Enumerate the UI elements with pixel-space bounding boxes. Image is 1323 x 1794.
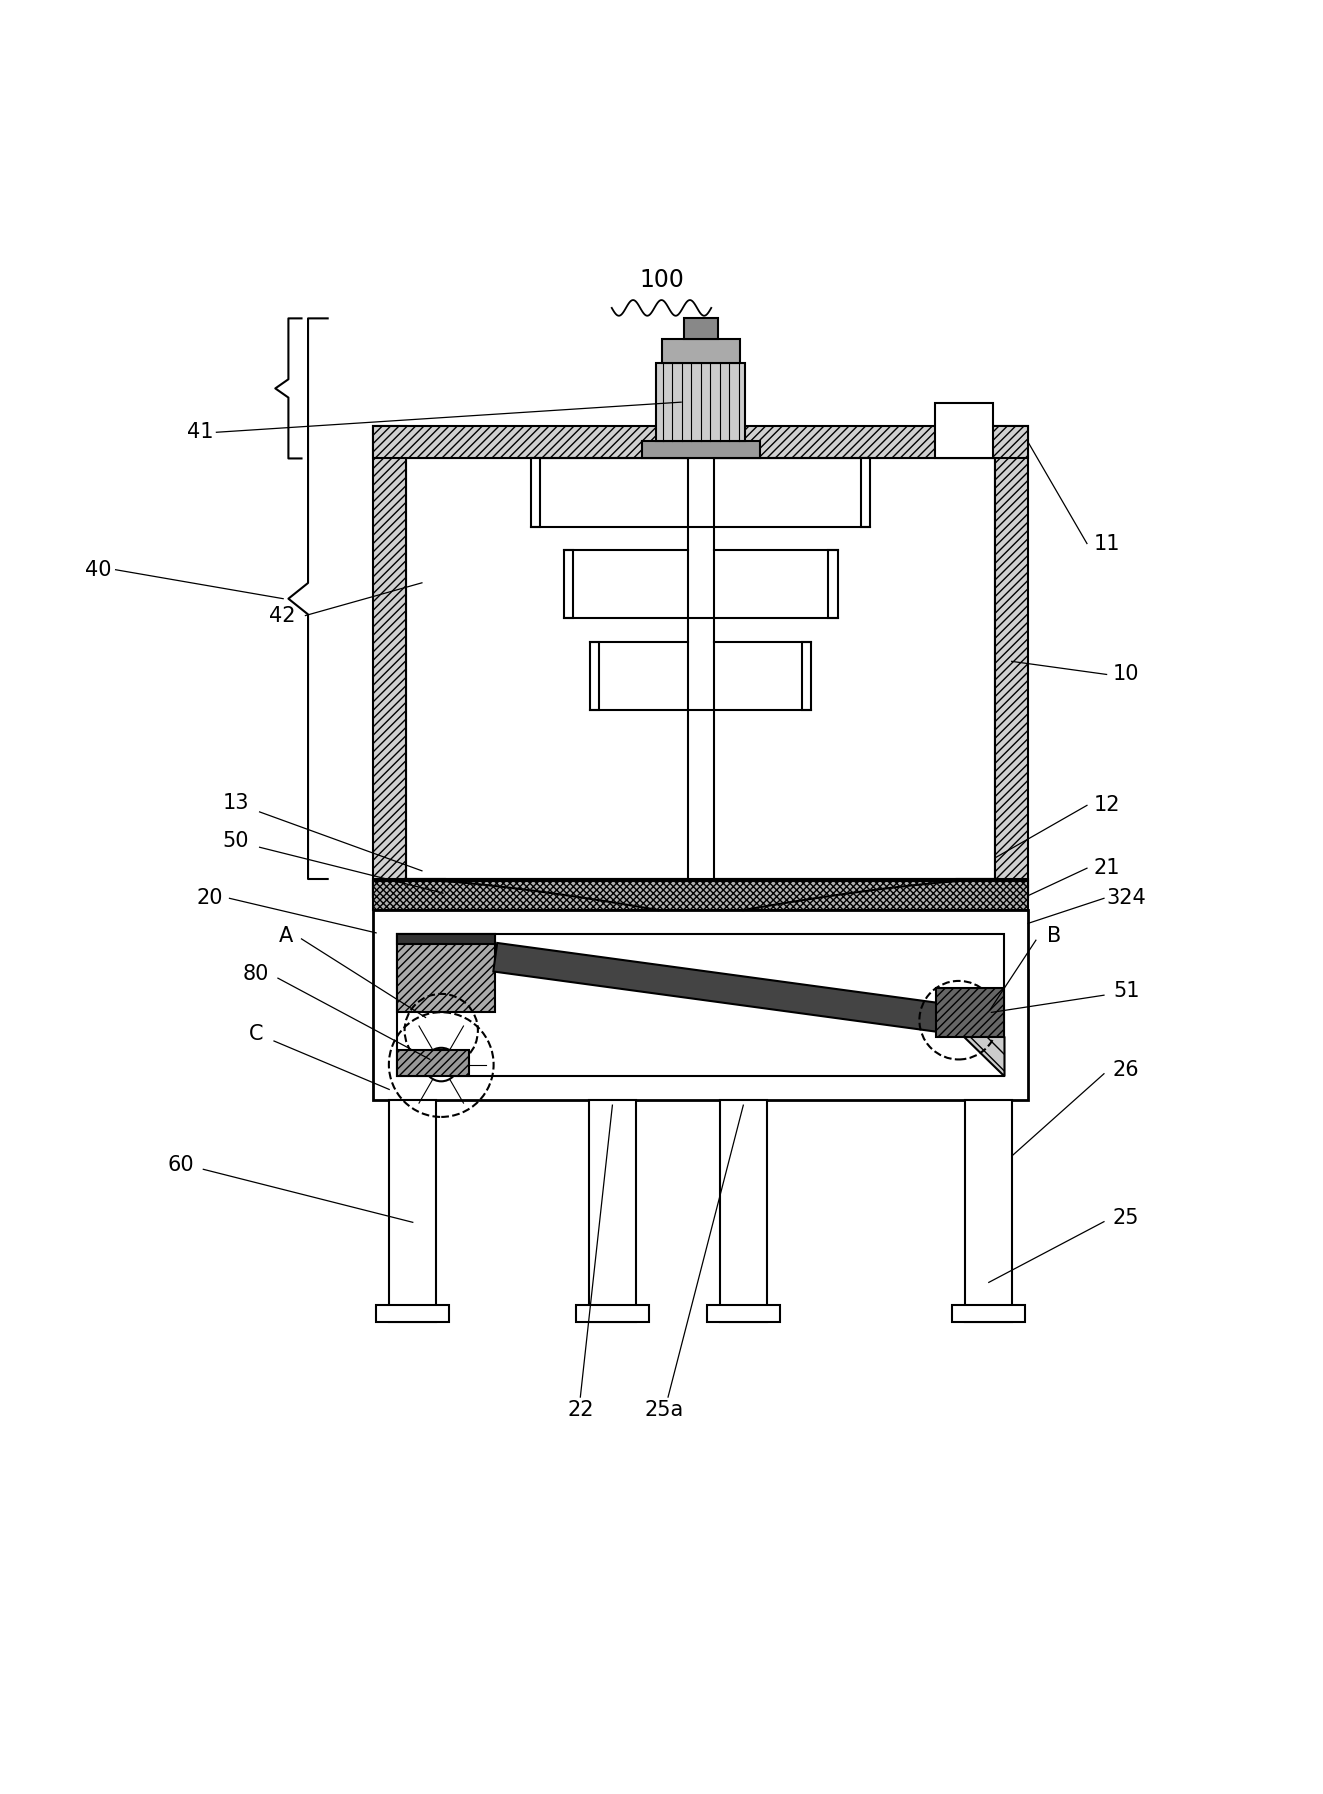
Bar [389,1100,437,1322]
Polygon shape [493,944,960,1035]
Bar [684,318,718,339]
Bar [656,362,745,441]
Text: 25a: 25a [644,1399,684,1421]
Bar [589,1100,636,1322]
Polygon shape [733,879,995,910]
Bar [373,910,1028,1100]
Bar [937,987,1004,1037]
Text: 41: 41 [188,422,214,443]
Bar [642,441,759,459]
Bar [397,933,1004,1076]
Text: A: A [279,926,292,945]
Bar [966,1100,1012,1322]
Bar [576,1306,650,1322]
Text: 40: 40 [85,560,112,579]
Text: 50: 50 [222,831,249,850]
Bar [590,642,599,710]
Circle shape [425,1048,458,1082]
Bar [720,1100,767,1322]
Bar [662,339,740,362]
Text: 60: 60 [168,1155,194,1175]
Polygon shape [406,879,668,910]
Bar [376,1306,450,1322]
Text: 21: 21 [1093,858,1119,879]
Text: 22: 22 [568,1399,594,1421]
Bar [397,1049,470,1076]
Text: 13: 13 [222,793,249,813]
Text: 25: 25 [1113,1207,1139,1227]
Bar [532,459,540,526]
Bar [373,881,1028,910]
Bar [397,933,495,944]
Text: 10: 10 [1113,664,1139,685]
Bar [373,425,1028,459]
Text: 80: 80 [242,963,269,985]
Bar [953,1306,1025,1322]
Text: 42: 42 [269,606,295,626]
Bar [935,404,992,459]
Text: 11: 11 [1093,533,1119,554]
Bar [373,879,1028,897]
Text: B: B [1046,926,1061,945]
Bar [373,425,406,897]
Text: 20: 20 [197,888,224,908]
Bar [995,425,1028,897]
Text: 324: 324 [1106,888,1146,908]
Bar [802,642,811,710]
Bar [564,551,573,619]
Bar [397,933,495,1012]
Bar [688,459,714,879]
Polygon shape [947,1021,1004,1076]
Bar [706,1306,781,1322]
Bar [828,551,837,619]
Text: 100: 100 [639,267,684,292]
Text: 12: 12 [1093,795,1119,814]
Text: 51: 51 [1113,981,1139,1001]
Bar [861,459,871,526]
Text: C: C [249,1024,263,1044]
Bar [406,459,995,879]
Text: 26: 26 [1113,1060,1139,1080]
